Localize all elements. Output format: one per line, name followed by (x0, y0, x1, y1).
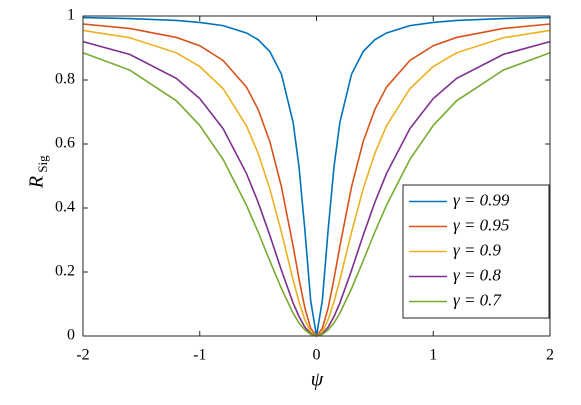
y-tick-label: 0.6 (55, 135, 75, 152)
x-tick-label: -2 (76, 347, 89, 364)
legend-label: γ = 0.7 (453, 290, 502, 309)
legend-label: γ = 0.8 (453, 265, 501, 284)
x-tick-label: 1 (429, 347, 437, 364)
y-axis-label: R (26, 176, 48, 189)
x-tick-label: 2 (546, 347, 554, 364)
plot-frame (82, 15, 551, 337)
x-tick-label: -1 (193, 347, 206, 364)
legend-label: γ = 0.9 (453, 240, 501, 259)
y-axis-label-group: R Sig (26, 155, 50, 189)
y-axis-label-subscript: Sig (35, 155, 50, 173)
y-tick-label: 0.2 (55, 263, 75, 280)
y-tick-label: 0 (67, 327, 75, 344)
y-tick-label: 1 (67, 7, 75, 24)
legend-label: γ = 0.95 (453, 215, 509, 234)
legend-label: γ = 0.99 (453, 190, 510, 209)
y-tick-label: 0.4 (55, 199, 75, 216)
x-axis-label: ψ (311, 369, 324, 391)
x-tick-label: 0 (313, 347, 321, 364)
y-tick-label: 0.8 (55, 71, 75, 88)
legend: γ = 0.99 γ = 0.95 γ = 0.9 γ = 0.8 γ = 0.7 (402, 184, 550, 319)
